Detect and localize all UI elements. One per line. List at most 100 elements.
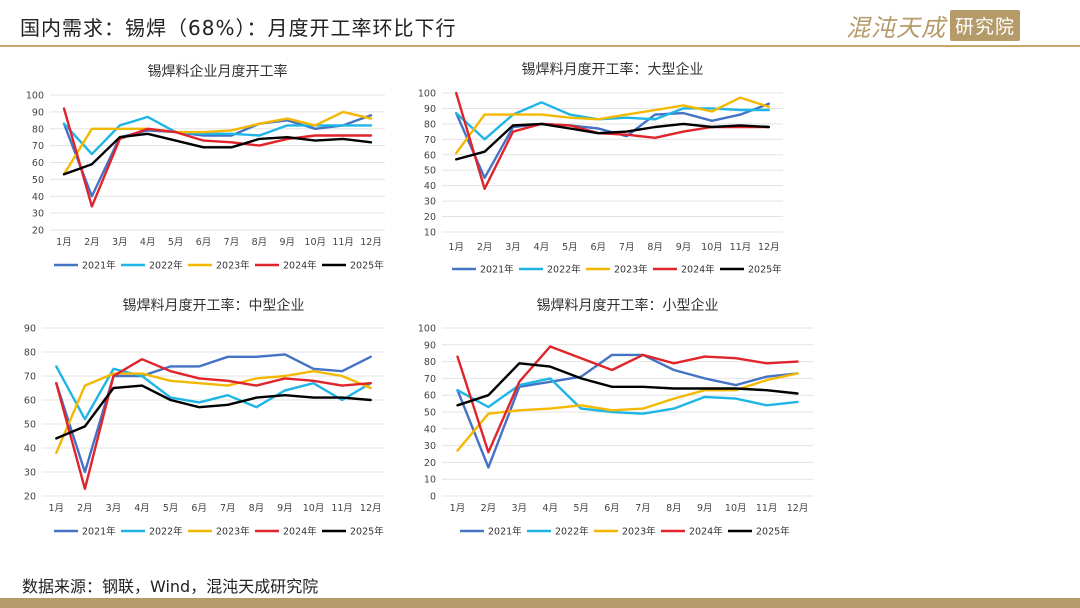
- x-tick-label: 3月: [106, 503, 122, 514]
- y-tick-label: 20: [32, 226, 44, 237]
- legend-label: 2021年: [82, 260, 116, 272]
- series-line-2022年: [55, 365, 372, 421]
- x-tick-label: 6月: [604, 503, 620, 514]
- chart-title: 锡焊料企业月度开工率: [148, 63, 288, 80]
- chart-title: 锡焊料月度开工率：中型企业: [123, 297, 305, 314]
- x-tick-label: 10月: [303, 503, 325, 514]
- x-tick-label: 11月: [730, 242, 752, 253]
- legend-label: 2022年: [149, 526, 183, 538]
- x-tick-label: 8月: [666, 503, 682, 514]
- y-tick-label: 70: [424, 374, 436, 385]
- series-line-2025年: [456, 362, 799, 407]
- legend-label: 2023年: [614, 264, 648, 276]
- x-tick-label: 8月: [249, 503, 265, 514]
- y-tick-label: 10: [424, 228, 436, 239]
- y-tick-label: 70: [32, 141, 44, 152]
- logo: 混沌天成 研究院: [846, 8, 1021, 42]
- legend-label: 2025年: [756, 526, 790, 538]
- y-tick-label: 40: [424, 424, 436, 435]
- series-line-2025年: [62, 132, 373, 176]
- series-line-2024年: [62, 107, 373, 208]
- x-tick-label: 5月: [168, 237, 184, 248]
- x-tick-label: 1月: [448, 242, 464, 253]
- y-tick-label: 50: [424, 408, 436, 419]
- y-tick-label: 80: [24, 348, 36, 359]
- y-tick-label: 90: [424, 340, 436, 351]
- y-tick-label: 60: [424, 391, 436, 402]
- x-tick-label: 9月: [676, 242, 692, 253]
- x-tick-label: 7月: [220, 503, 236, 514]
- y-tick-label: 20: [424, 212, 436, 223]
- x-tick-label: 9月: [277, 503, 293, 514]
- y-tick-label: 40: [424, 181, 436, 192]
- x-tick-label: 1月: [49, 503, 65, 514]
- chart-small: 锡焊料月度开工率：小型企业 0 10 20 30 40 50 60 70 80 90 100 1月 2月 3…: [418, 297, 813, 538]
- series-line-2023年: [455, 96, 770, 155]
- y-tick-label: 100: [418, 89, 436, 100]
- logo-badge: 研究院: [950, 9, 1021, 41]
- series-line-2022年: [456, 377, 799, 415]
- chart-large: 锡焊料月度开工率：大型企业 10 20 30 40 50 60 70 80 90 100 1月 2月 3月…: [418, 61, 783, 276]
- legend-label: 2025年: [350, 526, 384, 538]
- header-divider: [0, 45, 1080, 47]
- y-tick-label: 30: [424, 197, 436, 208]
- legend-label: 2024年: [689, 526, 723, 538]
- x-tick-label: 3月: [512, 503, 528, 514]
- x-tick-label: 10月: [304, 237, 326, 248]
- y-tick-label: 50: [24, 420, 36, 431]
- legend-label: 2021年: [480, 264, 514, 276]
- x-tick-label: 1月: [450, 503, 466, 514]
- chart-overall: 锡焊料企业月度开工率 20 30 40 50 60 70 80 90 100 1月 2月 3月 4月 5月 6…: [26, 63, 385, 272]
- y-tick-label: 0: [430, 492, 436, 503]
- y-tick-label: 90: [24, 324, 36, 335]
- x-tick-label: 9月: [280, 237, 296, 248]
- y-tick-label: 30: [424, 441, 436, 452]
- legend-label: 2023年: [216, 526, 250, 538]
- y-tick-label: 60: [424, 150, 436, 161]
- legend-label: 2024年: [283, 260, 317, 272]
- x-tick-label: 1月: [56, 237, 72, 248]
- x-tick-label: 7月: [619, 242, 635, 253]
- series-line-2022年: [62, 115, 373, 156]
- series-line-2025年: [55, 384, 372, 440]
- y-tick-label: 20: [424, 458, 436, 469]
- x-tick-label: 10月: [701, 242, 723, 253]
- x-tick-label: 10月: [725, 503, 747, 514]
- x-tick-label: 6月: [191, 503, 207, 514]
- legend-label: 2021年: [82, 526, 116, 538]
- page-title: 国内需求：锡焊（68%）：月度开工率环比下行: [20, 16, 457, 40]
- y-tick-label: 80: [32, 124, 44, 135]
- legend-label: 2024年: [681, 264, 715, 276]
- x-tick-label: 12月: [758, 242, 780, 253]
- x-tick-label: 2月: [77, 503, 93, 514]
- legend-label: 2023年: [216, 260, 250, 272]
- y-tick-label: 40: [24, 444, 36, 455]
- chart-medium: 锡焊料月度开工率：中型企业 20 30 40 50 60 70 80 90 1月 2月 3月 4月 5月 6…: [24, 297, 385, 538]
- y-tick-label: 30: [24, 468, 36, 479]
- x-tick-label: 11月: [332, 237, 354, 248]
- legend-label: 2022年: [555, 526, 589, 538]
- x-tick-label: 12月: [360, 237, 382, 248]
- chart-title: 锡焊料月度开工率：小型企业: [537, 297, 719, 314]
- x-tick-label: 3月: [505, 242, 521, 253]
- series-line-2021年: [456, 353, 799, 469]
- x-tick-label: 4月: [134, 503, 150, 514]
- y-tick-label: 20: [24, 492, 36, 503]
- x-tick-label: 4月: [542, 503, 558, 514]
- x-tick-label: 5月: [573, 503, 589, 514]
- x-tick-label: 8月: [647, 242, 663, 253]
- y-tick-label: 60: [24, 396, 36, 407]
- y-tick-label: 80: [424, 119, 436, 130]
- x-tick-label: 5月: [562, 242, 578, 253]
- series-line-2021年: [62, 114, 373, 198]
- footer-source: 数据来源：钢联，Wind，混沌天成研究院: [22, 577, 319, 596]
- x-tick-label: 11月: [756, 503, 778, 514]
- series-line-2023年: [55, 369, 372, 455]
- y-tick-label: 90: [424, 104, 436, 115]
- x-tick-label: 2月: [481, 503, 497, 514]
- y-tick-label: 90: [32, 107, 44, 118]
- legend-label: 2022年: [149, 260, 183, 272]
- y-tick-label: 50: [32, 175, 44, 186]
- legend-label: 2021年: [488, 526, 522, 538]
- x-tick-label: 6月: [591, 242, 607, 253]
